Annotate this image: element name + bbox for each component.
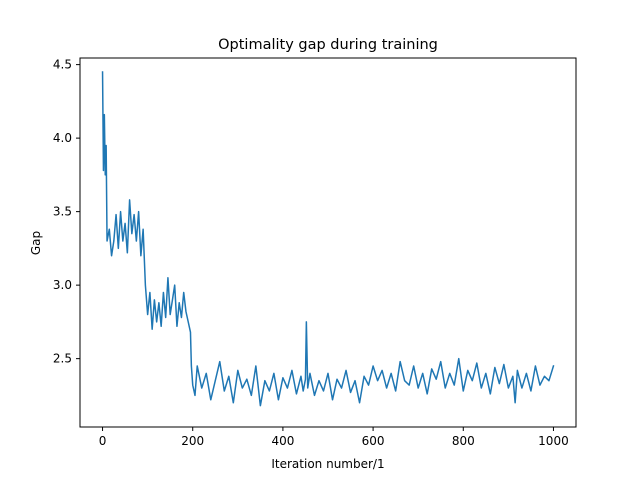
y-tick-label: 3.5 xyxy=(53,205,72,219)
x-tick-label: 0 xyxy=(99,434,107,448)
x-tick-label: 1000 xyxy=(538,434,569,448)
series-group xyxy=(101,71,555,407)
x-tick-label: 400 xyxy=(271,434,294,448)
x-tick-label: 200 xyxy=(181,434,204,448)
x-tick-label: 800 xyxy=(452,434,475,448)
y-tick-label: 2.5 xyxy=(53,352,72,366)
x-axis-label: Iteration number/1 xyxy=(271,457,384,471)
chart-title: Optimality gap during training xyxy=(218,37,438,53)
gap-series-line xyxy=(101,71,555,407)
y-tick-label: 3.0 xyxy=(53,278,72,292)
y-tick-label: 4.5 xyxy=(53,58,72,72)
y-tick-label: 4.0 xyxy=(53,131,72,145)
x-axis-ticks: 0 200 400 600 800 1000 xyxy=(99,427,569,448)
y-axis-label: Gap xyxy=(29,231,43,255)
y-axis-ticks: 2.5 3.0 3.5 4.0 4.5 xyxy=(53,58,80,366)
x-tick-label: 600 xyxy=(362,434,385,448)
plot-area-frame xyxy=(79,57,577,428)
